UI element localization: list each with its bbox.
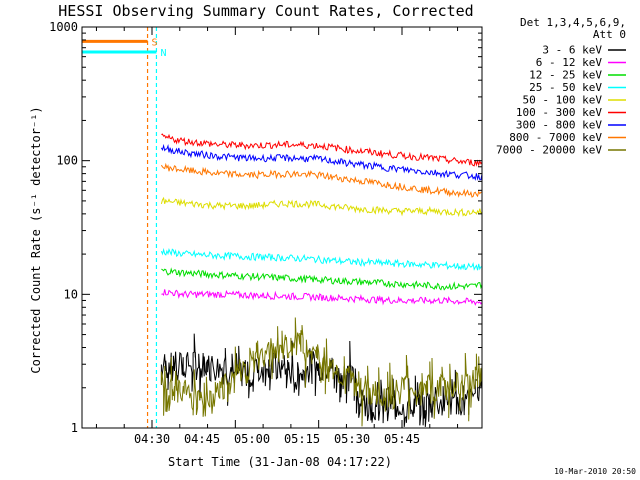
legend-label-4: 25 - 50 keV [529,81,602,94]
series-line-2 [161,289,482,306]
x-tick-label-2: 04:45 [184,432,220,446]
legend-label-8: 800 - 7000 keV [509,131,602,144]
x-axis-label: Start Time (31-Jan-08 04:17:22) [168,455,392,469]
y-tick-label-1: 1 [71,421,78,435]
x-tick-label-1: 04:30 [134,432,170,446]
series-line-9 [160,317,482,427]
marker-label-2: N [160,48,166,59]
chart-title: HESSI Observing Summary Count Rates, Cor… [58,2,473,20]
plot-area: SN [82,27,482,428]
legend-label-9: 7000 - 20000 keV [496,144,602,157]
legend-header-line-2: Att 0 [593,28,626,41]
x-tick-label-6: 05:45 [384,432,420,446]
marker-label-1: S [152,37,158,48]
y-axis-label: Corrected Count Rate (s⁻¹ detector⁻¹) [29,106,43,373]
y-axis: 1 10 100 1000 [49,20,482,435]
plot-frame [81,26,483,429]
legend-label-3: 12 - 25 keV [529,69,602,82]
x-tick-label-3: 05:00 [234,432,270,446]
series-line-6 [161,133,482,167]
legend-label-6: 100 - 300 keV [516,106,602,119]
series-line-8 [160,162,482,198]
x-tick-label-4: 05:15 [284,432,320,446]
legend-label-2: 6 - 12 keV [536,56,603,69]
series-line-3 [161,267,482,291]
y-tick-label-2: 10 [64,287,78,301]
plot-timestamp: 10-Mar-2010 20:50 [554,467,636,476]
series-line-1 [160,333,482,427]
series-line-7 [160,143,482,181]
series-line-5 [160,196,482,218]
y-tick-label-4: 1000 [49,20,78,34]
legend-label-7: 300 - 800 keV [516,119,602,132]
x-axis: 04:30 04:45 05:00 05:15 05:30 05:45 [95,27,459,446]
x-tick-label-5: 05:30 [334,432,370,446]
legend-label-5: 50 - 100 keV [523,94,603,107]
series-line-4 [160,247,482,271]
y-tick-label-3: 100 [56,154,78,168]
legend-label-1: 3 - 6 keV [542,44,602,57]
legend-header-line-1: Det 1,3,4,5,6,9, [520,16,626,29]
